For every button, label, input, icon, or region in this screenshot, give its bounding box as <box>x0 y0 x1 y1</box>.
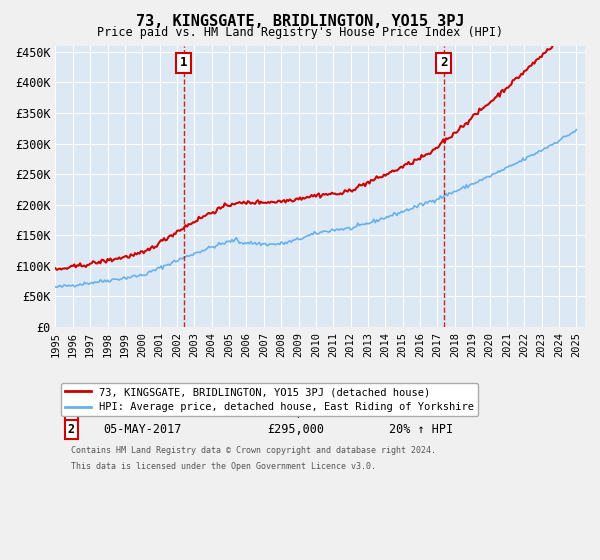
Text: 73, KINGSGATE, BRIDLINGTON, YO15 3PJ: 73, KINGSGATE, BRIDLINGTON, YO15 3PJ <box>136 14 464 29</box>
Text: 24-MAY-2002: 24-MAY-2002 <box>103 407 182 419</box>
Text: 05-MAY-2017: 05-MAY-2017 <box>103 423 182 436</box>
Text: This data is licensed under the Open Government Licence v3.0.: This data is licensed under the Open Gov… <box>71 462 376 471</box>
Text: 1: 1 <box>68 407 75 419</box>
Text: Contains HM Land Registry data © Crown copyright and database right 2024.: Contains HM Land Registry data © Crown c… <box>71 446 436 455</box>
Text: 20% ↑ HPI: 20% ↑ HPI <box>389 423 453 436</box>
Text: 44% ↑ HPI: 44% ↑ HPI <box>389 407 453 419</box>
Text: 1: 1 <box>180 57 187 69</box>
Text: 2: 2 <box>68 423 75 436</box>
Text: 2: 2 <box>440 57 447 69</box>
Text: £295,000: £295,000 <box>267 423 324 436</box>
Legend: 73, KINGSGATE, BRIDLINGTON, YO15 3PJ (detached house), HPI: Average price, detac: 73, KINGSGATE, BRIDLINGTON, YO15 3PJ (de… <box>61 383 478 417</box>
Text: Price paid vs. HM Land Registry's House Price Index (HPI): Price paid vs. HM Land Registry's House … <box>97 26 503 39</box>
Text: £160,000: £160,000 <box>267 407 324 419</box>
